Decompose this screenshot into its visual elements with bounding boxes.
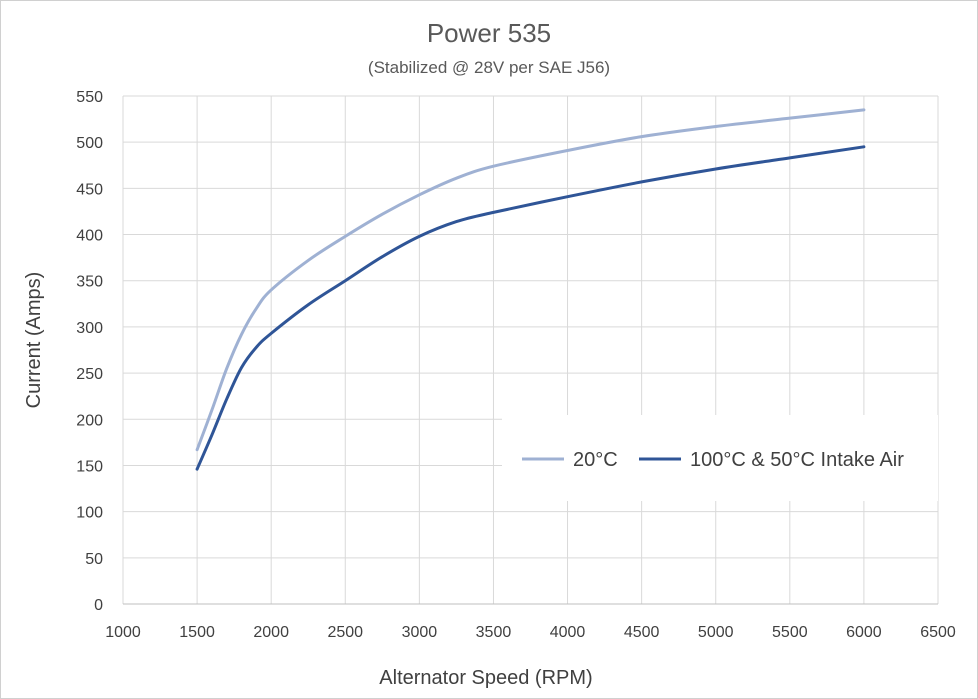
- legend-label-20c: 20°C: [573, 449, 618, 471]
- legend-label-100c: 100°C & 50°C Intake Air: [690, 449, 904, 471]
- x-tick-label: 6500: [920, 624, 956, 641]
- y-tick-label: 350: [76, 274, 103, 291]
- tick-labels: 1000 1500 2000 2500 3000 3500 4000 4500 5000 5500…: [76, 89, 956, 641]
- y-tick-label: 150: [76, 458, 103, 475]
- series-line-20c: [195, 108, 866, 452]
- x-tick-label: 1000: [105, 624, 141, 641]
- y-tick-label: 300: [76, 320, 103, 337]
- y-tick-label: 50: [85, 551, 103, 568]
- x-tick-label: 5000: [698, 624, 734, 641]
- y-tick-label: 500: [76, 135, 103, 152]
- chart-subtitle: (Stabilized @ 28V per SAE J56): [368, 58, 610, 77]
- y-tick-label: 100: [76, 505, 103, 522]
- legend: 20°C 100°C & 50°C Intake Air: [502, 415, 938, 501]
- y-tick-label: 0: [94, 597, 103, 614]
- chart-title: Power 535: [427, 18, 551, 48]
- y-tick-label: 400: [76, 228, 103, 245]
- y-tick-label: 250: [76, 366, 103, 383]
- series-line-100c-50c-intake-air: [195, 145, 866, 471]
- x-tick-label: 3500: [476, 624, 512, 641]
- x-axis-title: Alternator Speed (RPM): [379, 667, 592, 689]
- series-lines: [195, 108, 866, 471]
- x-tick-label: 1500: [179, 624, 215, 641]
- x-tick-label: 5500: [772, 624, 808, 641]
- x-tick-label: 4000: [550, 624, 586, 641]
- y-tick-label: 550: [76, 89, 103, 106]
- x-tick-label: 6000: [846, 624, 882, 641]
- y-tick-label: 450: [76, 181, 103, 198]
- x-tick-label: 2500: [327, 624, 363, 641]
- y-tick-label: 200: [76, 412, 103, 429]
- x-tick-label: 2000: [253, 624, 289, 641]
- grid: [122, 95, 939, 605]
- legend-background: [502, 415, 938, 501]
- y-axis-title: Current (Amps): [23, 272, 45, 409]
- x-tick-label: 3000: [402, 624, 438, 641]
- x-tick-label: 4500: [624, 624, 660, 641]
